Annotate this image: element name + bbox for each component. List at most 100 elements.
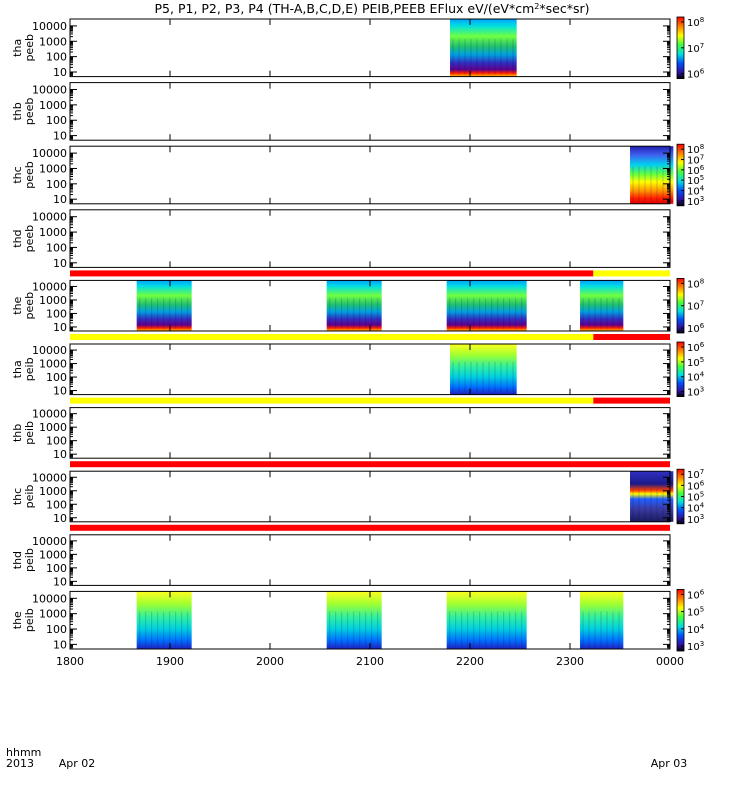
mode-bar-segment	[70, 397, 594, 404]
panel-the-peib: 10000 1000 100 10 the peib 106 105 104 103	[11, 588, 705, 653]
panel-label-probe: tha	[11, 39, 24, 57]
y-tick-label: 1000	[39, 608, 67, 621]
colorbar-tick-label: 106	[687, 68, 705, 81]
y-tick-label: 100	[46, 623, 67, 636]
y-tick-label: 100	[46, 562, 67, 575]
panel-frame	[69, 534, 671, 586]
colorbar-tick-label: 106	[687, 341, 705, 354]
panel-label-product: peeb	[23, 161, 36, 189]
panel-label-probe: the	[11, 296, 24, 314]
data-interval	[630, 471, 674, 522]
panel-label-product: peib	[23, 548, 36, 572]
panel-label-product: peib	[23, 357, 36, 381]
y-tick-label: 1000	[39, 226, 67, 239]
mode-bar-segment	[70, 334, 594, 340]
panel-label-probe: tha	[11, 360, 24, 378]
panel-label-product: peeb	[23, 98, 36, 126]
x-tick-label: 2000	[256, 655, 284, 668]
colorbar-tick-label: 103	[687, 640, 704, 653]
y-tick-label: 1000	[39, 35, 67, 48]
y-tick-label: 10000	[32, 344, 67, 357]
data-interval	[446, 591, 527, 649]
panel-label-probe: thc	[11, 166, 24, 183]
y-tick-label: 100	[46, 498, 67, 511]
y-tick-label: 100	[46, 307, 67, 320]
y-tick-label: 10	[53, 321, 67, 334]
y-tick-label: 100	[46, 178, 67, 191]
panel-frame	[69, 470, 671, 523]
colorbar-tick-label: 105	[687, 356, 704, 369]
data-interval	[450, 344, 517, 395]
panel-label-probe: thc	[11, 488, 24, 505]
x-axis-label-year: 2013	[6, 757, 34, 770]
panel-frame	[69, 407, 671, 459]
mode-bar-segment	[593, 397, 670, 404]
colorbar-tick-label: 103	[687, 513, 704, 526]
panel-frame	[69, 343, 671, 396]
data-interval	[630, 146, 674, 204]
panel-label-product: peeb	[23, 292, 36, 320]
data-interval	[136, 591, 192, 649]
x-tick-label: 2200	[456, 655, 484, 668]
panel-label-probe: thb	[11, 424, 24, 442]
data-interval	[326, 280, 382, 331]
y-tick-label: 1000	[39, 294, 67, 307]
y-tick-label: 10000	[32, 535, 67, 548]
x-axis: hhmm 2013 Apr 02 Apr 03 1800 1900 2000 2100…	[6, 655, 687, 770]
y-tick-label: 10000	[32, 592, 67, 605]
y-tick-label: 1000	[39, 99, 67, 112]
y-tick-label: 10000	[32, 280, 67, 293]
data-interval	[580, 280, 624, 331]
colorbar-tick-label: 108	[687, 16, 704, 29]
panel-frame	[69, 145, 671, 205]
panel-label-probe: thb	[11, 102, 24, 120]
colorbar-tick-label: 106	[687, 588, 705, 601]
y-tick-label: 1000	[39, 485, 67, 498]
y-tick-label: 1000	[39, 358, 67, 371]
y-tick-label: 10	[53, 193, 67, 206]
x-tick-label: 1900	[156, 655, 184, 668]
panel-label-product: peeb	[23, 225, 36, 253]
panel-tha-peeb: 10000 1000 100 10 tha peeb 108 107 106	[11, 16, 705, 81]
panel-frame	[69, 82, 671, 141]
y-tick-label: 10000	[32, 471, 67, 484]
y-tick-label: 100	[46, 371, 67, 384]
y-tick-label: 1000	[39, 162, 67, 175]
y-tick-label: 10	[53, 257, 67, 270]
mode-bar-segment	[593, 270, 670, 277]
x-tick-label: 1800	[56, 655, 84, 668]
y-tick-label: 100	[46, 435, 67, 448]
data-interval	[136, 280, 192, 331]
y-tick-label: 100	[46, 114, 67, 127]
x-axis-date-start: Apr 02	[59, 757, 96, 770]
panel-thb-peeb: 10000 1000 100 10 thb peeb	[11, 82, 671, 143]
x-axis-date-end: Apr 03	[651, 757, 688, 770]
colorbar-tick-label: 103	[687, 386, 704, 399]
colorbar-tick-label: 104	[687, 371, 705, 384]
colorbar-tick-label: 106	[687, 322, 705, 335]
y-tick-label: 10000	[32, 20, 67, 33]
chart-title: P5, P1, P2, P3, P4 (TH-A,B,C,D,E) PEIB,P…	[155, 1, 590, 16]
data-interval	[326, 591, 382, 649]
panel-label-product: peib	[23, 421, 36, 445]
y-tick-label: 10	[53, 512, 67, 525]
panel-frame	[69, 18, 671, 78]
panel-frame	[69, 209, 671, 268]
mode-bar-segment	[70, 524, 670, 531]
data-interval	[450, 19, 517, 77]
x-tick-label: 0000	[656, 655, 684, 668]
y-tick-label: 1000	[39, 548, 67, 561]
panel-label-probe: the	[11, 611, 24, 629]
y-tick-label: 100	[46, 241, 67, 254]
colorbar-tick-label: 107	[687, 300, 704, 313]
y-tick-label: 10	[53, 448, 67, 461]
colorbar-tick-label: 108	[687, 277, 704, 290]
y-tick-label: 10	[53, 575, 67, 588]
y-tick-label: 1000	[39, 421, 67, 434]
